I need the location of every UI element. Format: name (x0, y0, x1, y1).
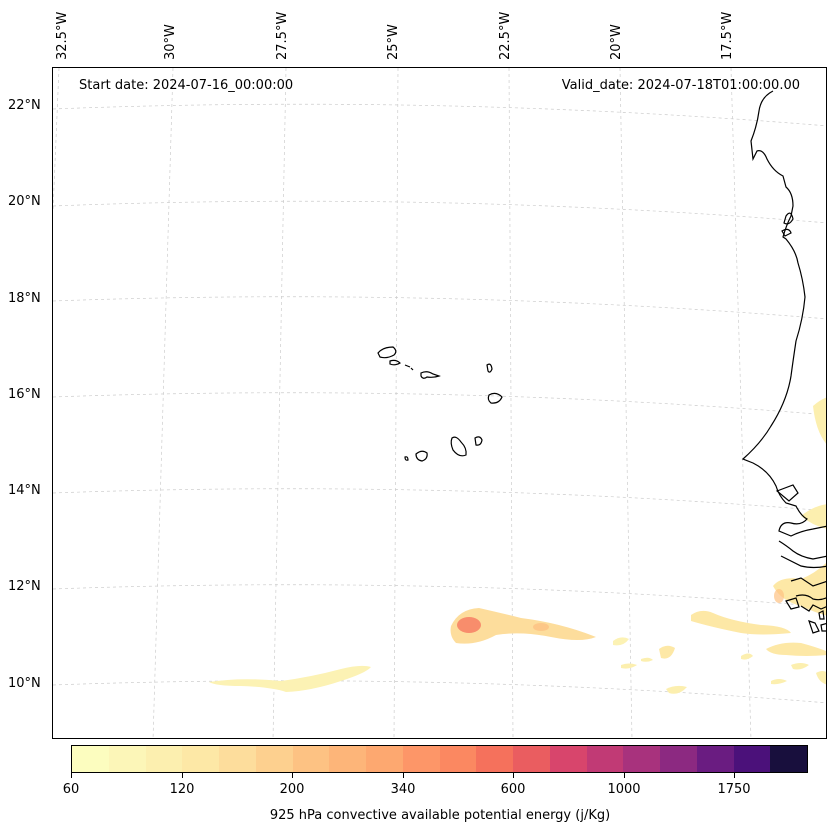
colorbar-swatch-7 (329, 746, 366, 772)
colorbar-label: 925 hPa convective available potential e… (269, 808, 611, 823)
lat-label-16n: 16°N (8, 387, 41, 402)
colorbar-swatch-10 (439, 746, 477, 772)
lon-label-17-5w: 17.5°W (720, 11, 735, 60)
colorbar-swatch-3 (182, 746, 219, 772)
cape-band-central (450, 608, 596, 644)
colorbar-tickmark (734, 773, 735, 778)
colorbar-swatch-4 (219, 746, 256, 772)
african-coastline (741, 90, 826, 634)
colorbar-tick-200: 200 (279, 782, 305, 797)
colorbar-swatch-6 (292, 746, 330, 772)
colorbar-swatch-8 (366, 746, 403, 772)
lon-label-27-5w: 27.5°W (275, 11, 290, 60)
cape-band-south (209, 665, 371, 692)
colorbar-swatch-16 (660, 746, 697, 772)
colorbar-swatch-5 (255, 746, 293, 772)
lat-label-14n: 14°N (8, 483, 41, 498)
map-canvas (53, 68, 826, 738)
lat-label-10n: 10°N (8, 676, 41, 691)
lon-label-30w: 30°W (163, 24, 178, 60)
lon-label-25w: 25°W (386, 24, 401, 60)
colorbar-swatch-11 (476, 746, 513, 772)
valid-date-label: Valid_date: 2024-07-18T01:00:00.00 (561, 78, 800, 93)
colorbar-tick-1000: 1000 (607, 782, 641, 797)
cape-peak (457, 617, 481, 633)
lat-label-12n: 12°N (8, 579, 41, 594)
colorbar-swatch-2 (145, 746, 183, 772)
lon-label-22-5w: 22.5°W (498, 11, 513, 60)
colorbar-tickmark (403, 773, 404, 778)
colorbar-swatch-17 (696, 746, 734, 772)
colorbar-tick-1750: 1750 (717, 782, 751, 797)
colorbar-swatch-18 (733, 746, 771, 772)
lat-label-22n: 22°N (8, 98, 41, 113)
colorbar-tick-60: 60 (62, 782, 80, 797)
start-date-label: Start date: 2024-07-16_00:00:00 (79, 78, 294, 93)
map-panel (52, 67, 827, 739)
lat-label-20n: 20°N (8, 194, 41, 209)
cape-verde-islands (377, 346, 503, 462)
colorbar-tickmark (624, 773, 625, 778)
lat-label-18n: 18°N (8, 291, 41, 306)
colorbar-tickmark (292, 773, 293, 778)
colorbar-swatch-19 (770, 746, 807, 772)
colorbar-tick-120: 120 (169, 782, 195, 797)
colorbar-swatch-15 (623, 746, 660, 772)
colorbar-swatch-14 (586, 746, 624, 772)
colorbar-swatch-12 (513, 746, 550, 772)
graticule (53, 68, 826, 738)
colorbar-swatch-13 (549, 746, 587, 772)
lon-label-20w: 20°W (609, 24, 624, 60)
lon-label-32-5w: 32.5°W (55, 11, 70, 60)
colorbar (71, 745, 808, 773)
colorbar-tickmark (513, 773, 514, 778)
colorbar-tick-340: 340 (390, 782, 416, 797)
colorbar-tickmark (71, 773, 72, 778)
colorbar-swatch-1 (108, 746, 146, 772)
cape-shading (209, 397, 826, 694)
colorbar-swatch-9 (402, 746, 440, 772)
colorbar-swatch-0 (72, 746, 109, 772)
colorbar-tick-600: 600 (500, 782, 526, 797)
colorbar-tickmark (182, 773, 183, 778)
